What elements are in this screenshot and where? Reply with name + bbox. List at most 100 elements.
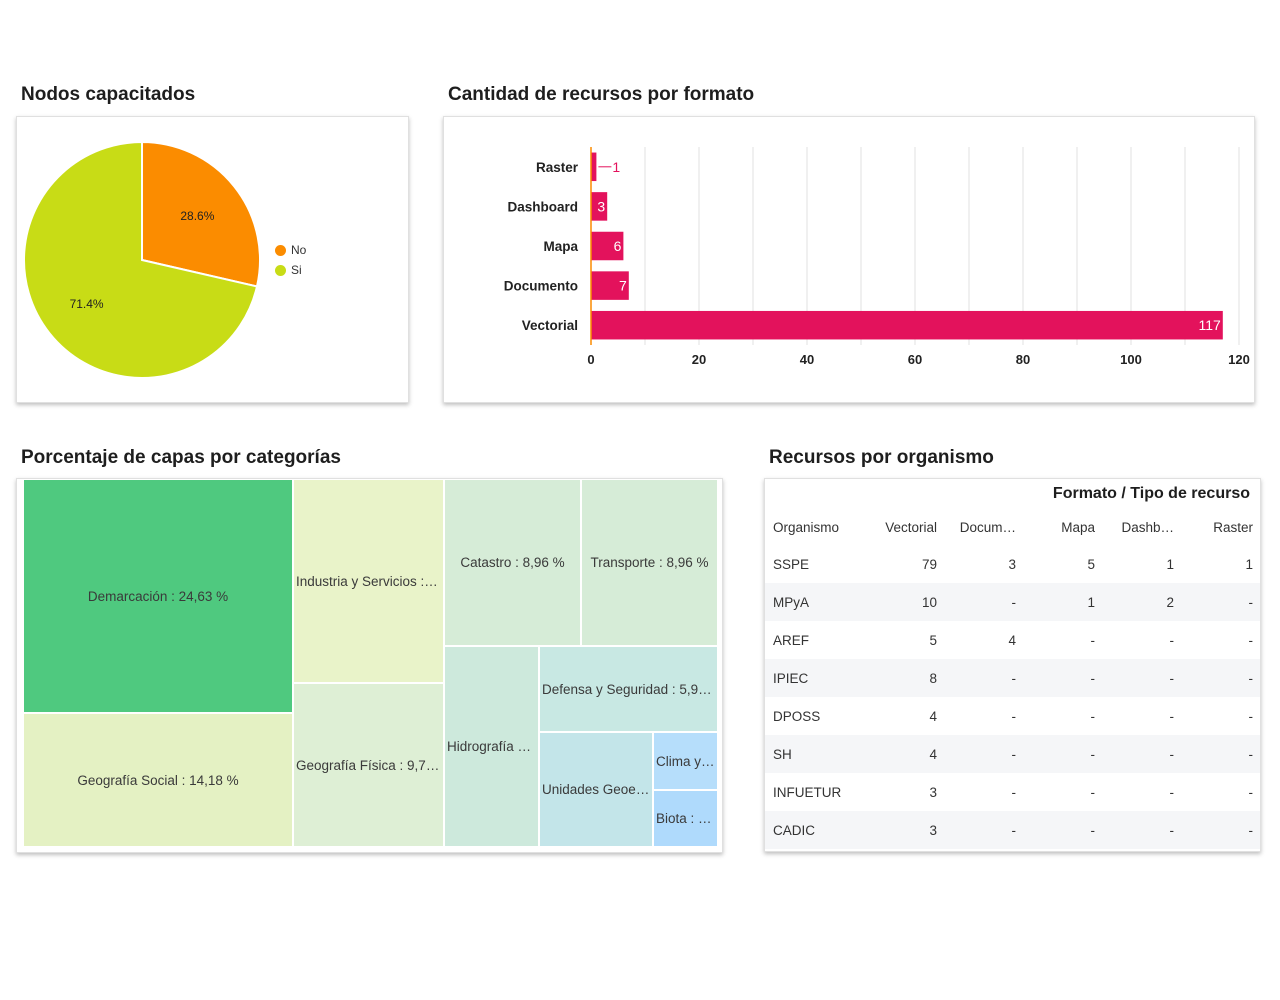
- column-header[interactable]: Vectorial: [866, 509, 945, 545]
- legend-item-si[interactable]: Si: [275, 260, 306, 280]
- organism-cell: INFUETUR: [765, 773, 866, 811]
- organism-cell: SH: [765, 735, 866, 773]
- pie-chart-card: 28.6% 71.4% No Si: [16, 116, 409, 403]
- value-cell: 79: [866, 545, 945, 583]
- table-row[interactable]: AREF 5 4 - - -: [765, 621, 1261, 659]
- treemap-cell-label: Geografía Física : 9,7 %: [294, 758, 443, 773]
- value-cell: -: [1103, 773, 1182, 811]
- value-cell: -: [1024, 735, 1103, 773]
- x-tick-label: 60: [908, 352, 922, 367]
- value-cell: -: [1182, 583, 1261, 621]
- table-row[interactable]: MPyA 10-1 2-: [765, 583, 1261, 621]
- table-row[interactable]: INFUETUR 3 - - - -: [765, 773, 1261, 811]
- bar-value-label: 7: [619, 278, 627, 294]
- treemap-card: Demarcación : 24,63 % Geografía Social :…: [16, 478, 723, 853]
- value-cell: -: [1024, 659, 1103, 697]
- pie-legend: No Si: [275, 240, 306, 280]
- treemap-cell[interactable]: Geografía Social : 14,18 %: [23, 713, 293, 847]
- legend-label: Si: [291, 263, 302, 277]
- treemap-cell-label: Unidades Geoesta…: [540, 782, 652, 797]
- value-cell: 4: [945, 621, 1024, 659]
- x-tick-label: 40: [800, 352, 814, 367]
- value-cell: -: [1103, 621, 1182, 659]
- pie-slice-label: 28.6%: [180, 209, 214, 223]
- bar-raster[interactable]: [591, 153, 596, 182]
- legend-dot-icon: [275, 265, 286, 276]
- value-cell: -: [1103, 659, 1182, 697]
- value-cell: 1: [866, 849, 945, 852]
- x-tick-label: 80: [1016, 352, 1030, 367]
- y-category-label: Vectorial: [522, 318, 578, 333]
- value-cell: 4: [866, 697, 945, 735]
- column-header[interactable]: Dashb…: [1103, 509, 1182, 545]
- resources-table: Organismo Vectorial Docum… Mapa Dashb… R…: [765, 509, 1261, 852]
- value-cell: -: [1182, 849, 1261, 852]
- pie-chart[interactable]: 28.6% 71.4%: [17, 117, 410, 404]
- value-cell: -: [1103, 697, 1182, 735]
- x-tick-label: 120: [1228, 352, 1250, 367]
- treemap-cell[interactable]: Demarcación : 24,63 %: [23, 479, 293, 713]
- column-header[interactable]: Raster: [1182, 509, 1261, 545]
- treemap-cell-label: Demarcación : 24,63 %: [86, 589, 230, 604]
- treemap-cell-label: Catastro : 8,96 %: [458, 555, 566, 570]
- legend-dot-icon: [275, 245, 286, 256]
- value-cell: 1: [1024, 583, 1103, 621]
- legend-item-no[interactable]: No: [275, 240, 306, 260]
- value-cell: -: [1024, 697, 1103, 735]
- value-cell: 1: [1103, 545, 1182, 583]
- table-row[interactable]: DPOSS 4 - - - -: [765, 697, 1261, 735]
- table-row[interactable]: CADIC 3- - - -: [765, 811, 1261, 849]
- table-row[interactable]: SSPE 79 3 5 1 1: [765, 545, 1261, 583]
- treemap-cell[interactable]: Unidades Geoesta…: [539, 732, 653, 847]
- organism-cell: SPC: [765, 849, 866, 852]
- treemap-cell-label: Defensa y Seguridad : 5,97 %: [540, 682, 717, 697]
- value-cell: 3: [866, 773, 945, 811]
- value-cell: -: [1182, 773, 1261, 811]
- y-category-label: Dashboard: [507, 199, 578, 214]
- value-cell: -: [1024, 849, 1103, 852]
- table-title: Recursos por organismo: [769, 447, 994, 469]
- treemap-cell[interactable]: Geografía Física : 9,7 %: [293, 683, 444, 847]
- treemap-cell-label: Clima y M…: [654, 754, 717, 769]
- value-cell: -: [945, 697, 1024, 735]
- value-cell: -: [945, 583, 1024, 621]
- pie-chart-title: Nodos capacitados: [21, 84, 195, 106]
- bar-vectorial[interactable]: [591, 311, 1223, 340]
- y-category-label: Documento: [504, 279, 578, 294]
- value-cell: -: [1182, 659, 1261, 697]
- treemap-cell[interactable]: Hidrografía y O…: [444, 646, 539, 847]
- legend-label: No: [291, 243, 306, 257]
- table-header-title: Formato / Tipo de recurso: [1053, 485, 1250, 503]
- value-cell: -: [945, 811, 1024, 849]
- bar-value-label: 1: [612, 159, 620, 175]
- value-cell: 3: [945, 545, 1024, 583]
- treemap-cell[interactable]: Industria y Servicios : 11,…: [293, 479, 444, 683]
- treemap-cell[interactable]: Defensa y Seguridad : 5,97 %: [539, 646, 718, 732]
- treemap-cell-label: Geografía Social : 14,18 %: [75, 773, 240, 788]
- treemap-title: Porcentaje de capas por categorías: [21, 447, 341, 469]
- value-cell: -: [1182, 697, 1261, 735]
- value-cell: -: [945, 735, 1024, 773]
- value-cell: 2: [1103, 583, 1182, 621]
- bar-chart[interactable]: 0 20 40 60 80 100 120 Raster 1 Dashboard 3 Mapa 6 Doc…: [444, 117, 1256, 404]
- pie-slice-label: 71.4%: [70, 297, 104, 311]
- table-row[interactable]: IPIEC 8- - - -: [765, 659, 1261, 697]
- organism-cell: SSPE: [765, 545, 866, 583]
- column-header[interactable]: Organismo: [765, 509, 866, 545]
- treemap-cell[interactable]: Catastro : 8,96 %: [444, 479, 581, 646]
- value-cell: -: [1103, 735, 1182, 773]
- bar-value-label: 3: [597, 198, 605, 214]
- treemap-cell[interactable]: Transporte : 8,96 %: [581, 479, 718, 646]
- treemap-cell[interactable]: Biota : 1,4…: [653, 790, 718, 847]
- table-row[interactable]: SH 4- - - -: [765, 735, 1261, 773]
- treemap-cell[interactable]: Clima y M…: [653, 732, 718, 790]
- value-cell: 1: [1182, 545, 1261, 583]
- organism-cell: IPIEC: [765, 659, 866, 697]
- value-cell: -: [1182, 735, 1261, 773]
- y-category-label: Raster: [536, 160, 579, 175]
- value-cell: 10: [866, 583, 945, 621]
- column-header[interactable]: Mapa: [1024, 509, 1103, 545]
- column-header[interactable]: Docum…: [945, 509, 1024, 545]
- organism-cell: MPyA: [765, 583, 866, 621]
- table-row[interactable]: SPC1----: [765, 849, 1261, 852]
